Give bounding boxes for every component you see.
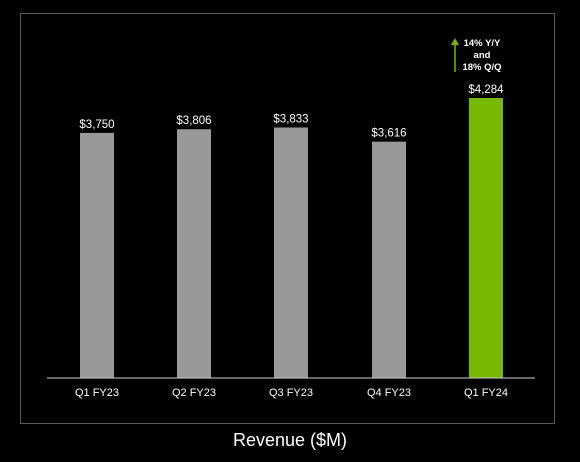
bar-q3-fy23 [274, 127, 308, 378]
bars-layer [80, 98, 503, 378]
x-tick-label: Q3 FY23 [269, 387, 313, 399]
x-tick-label: Q1 FY23 [75, 387, 119, 399]
annotation-line-2: and [474, 50, 491, 61]
bar-value-label: $3,616 [371, 128, 406, 140]
up-arrow-head-icon [451, 38, 459, 45]
annotation-line-3: 18% Q/Q [462, 62, 501, 73]
x-tick-label: Q4 FY23 [367, 387, 411, 399]
bar-q1-fy24 [469, 98, 503, 378]
bar-value-label: $3,806 [176, 115, 211, 127]
x-tick-label: Q1 FY24 [464, 387, 508, 399]
chart-title: Revenue ($M) [232, 430, 348, 450]
annotation-line-1: 14% Y/Y [464, 38, 501, 49]
growth-annotation: 14% Y/Y and 18% Q/Q [451, 38, 502, 73]
bar-value-label: $4,284 [468, 84, 504, 96]
bar-value-label: $3,833 [273, 113, 308, 125]
x-tick-label: Q2 FY23 [172, 387, 216, 399]
bar-q2-fy23 [177, 129, 211, 378]
labels-layer: $3,750 Q1 FY23 $3,806 Q2 FY23 $3,833 Q3 FY23 $… [75, 84, 508, 399]
bar-q4-fy23 [372, 141, 406, 378]
bar-q1-fy23 [80, 132, 114, 378]
bar-value-label: $3,750 [79, 119, 114, 131]
